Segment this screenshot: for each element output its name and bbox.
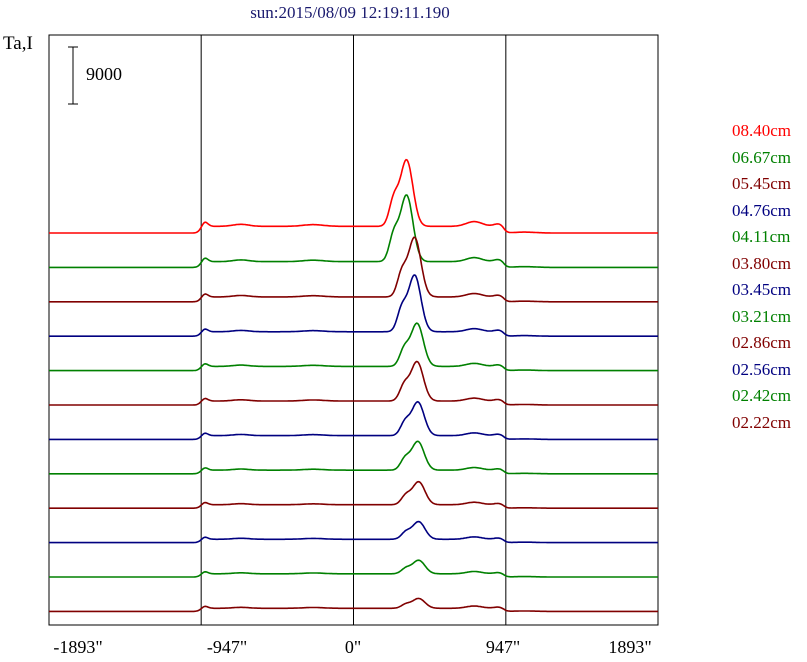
x-tick-label: 0" (344, 637, 362, 657)
series-line-08.40cm (49, 158, 658, 234)
series-line-02.42cm (49, 559, 658, 578)
x-tick-label: 1893" (608, 637, 652, 657)
x-tick-label: -1893" (53, 637, 103, 657)
series-line-02.86cm (49, 480, 658, 509)
x-tick-label: 947" (485, 637, 521, 657)
scale-bar (68, 46, 78, 105)
series-line-02.56cm (49, 520, 658, 544)
legend-item: 03.80cm (732, 253, 792, 273)
legend-item: 08.40cm (732, 121, 792, 140)
scale-bar-label: 9000 (86, 64, 122, 84)
legend-item: 05.45cm (732, 174, 792, 193)
legend-item: 03.21cm (732, 306, 792, 326)
series-line-03.21cm (49, 440, 658, 475)
legend-item: 02.42cm (732, 386, 792, 405)
series-line-06.67cm (49, 194, 658, 269)
legend-item: 04.76cm (732, 200, 792, 220)
legend: 08.40cm 06.67cm 05.45cm 04.76cm 04.11cm 03.80… (732, 118, 807, 436)
x-tick-label: -947" (206, 637, 248, 657)
reference-lines (200, 35, 507, 625)
legend-item: 02.22cm (732, 412, 792, 432)
series-line-04.11cm (49, 322, 658, 372)
series-line-02.22cm (49, 597, 658, 613)
legend-item: 02.86cm (732, 333, 792, 352)
series-group (49, 158, 658, 613)
legend-item: 03.45cm (732, 280, 792, 299)
series-line-03.45cm (49, 400, 658, 441)
series-line-04.76cm (49, 274, 658, 337)
legend-item: 06.67cm (732, 147, 792, 167)
legend-item: 04.11cm (732, 227, 791, 246)
series-line-03.80cm (49, 360, 658, 406)
chart-title: sun:2015/08/09 12:19:11.190 (250, 3, 450, 22)
series-line-05.45cm (49, 236, 658, 303)
legend-item: 02.56cm (732, 359, 792, 379)
y-axis-label: Ta,I (3, 33, 33, 54)
